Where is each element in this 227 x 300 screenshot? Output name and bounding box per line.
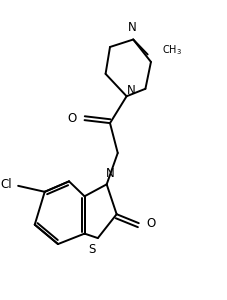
Text: S: S — [88, 243, 96, 256]
Text: N: N — [105, 167, 114, 180]
Text: CH$_3$: CH$_3$ — [161, 43, 181, 57]
Text: O: O — [146, 217, 155, 230]
Text: Cl: Cl — [1, 178, 12, 191]
Text: N: N — [127, 21, 136, 34]
Text: N: N — [126, 84, 135, 97]
Text: O: O — [67, 112, 77, 125]
